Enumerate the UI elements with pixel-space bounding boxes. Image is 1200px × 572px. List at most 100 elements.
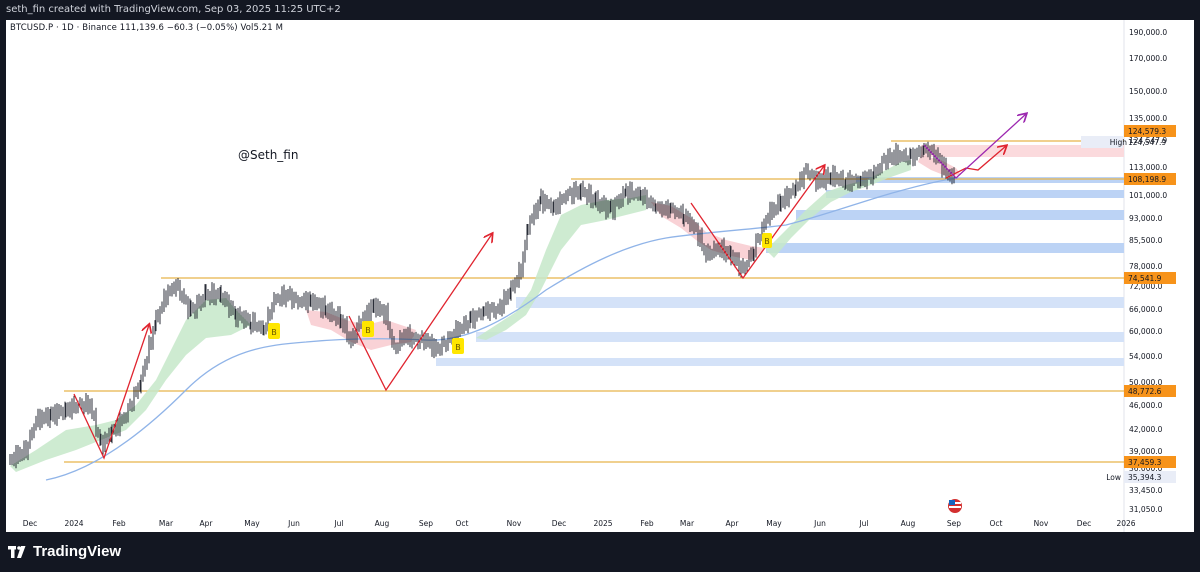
time-axis-label: Feb: [112, 519, 126, 528]
price-axis-label: 72,000.0: [1129, 282, 1163, 291]
time-axis-label: 2025: [593, 519, 612, 528]
attribution-bar: seth_fin created with TradingView.com, S…: [0, 0, 1200, 20]
price-axis-label: 39,000.0: [1129, 447, 1163, 456]
symbol-info[interactable]: BTCUSD.P · 1D · Binance 111,139.6 −60.3 …: [10, 23, 284, 33]
buy-signals: B B B B: [268, 233, 772, 354]
high-value: 124,547.9: [1128, 138, 1166, 147]
watermark-text: @Seth_fin: [238, 148, 298, 162]
time-axis-label: Nov: [507, 519, 522, 528]
time-axis[interactable]: Dec 2024 Feb Mar Apr May Jun Jul Aug Sep Oct Nov Dec…: [23, 519, 1136, 528]
price-axis-label: 101,000.0: [1129, 191, 1167, 200]
time-axis-label: Mar: [159, 519, 174, 528]
price-axis-label: 42,000.0: [1129, 425, 1163, 434]
price-tag: 124,579.3: [1124, 125, 1176, 137]
trend-arrow: [690, 166, 824, 280]
time-axis-label: Apr: [726, 519, 740, 528]
price-axis-label: 78,000.0: [1129, 262, 1163, 271]
time-axis-label: 2026: [1116, 519, 1135, 528]
price-axis-label: 135,000.0: [1129, 114, 1167, 123]
moving-average-line: [45, 177, 959, 481]
time-axis-label: Jul: [858, 519, 868, 528]
economic-event-icon[interactable]: [948, 499, 962, 513]
chart-frame[interactable]: B B B B @Seth_fin 190,000.0 170,000.0 150,…: [6, 20, 1194, 532]
price-axis-label: 46,000.0: [1129, 401, 1163, 410]
attribution-text: seth_fin created with TradingView.com, S…: [6, 4, 341, 15]
price-tag-label: 124,579.3: [1128, 127, 1166, 136]
price-axis-label: 36,000.0: [1129, 464, 1163, 473]
buy-signal: B: [268, 323, 280, 339]
price-axis-label: 54,000.0: [1129, 352, 1163, 361]
trend-arrow: [73, 325, 149, 460]
tradingview-logo[interactable]: TradingView: [8, 543, 121, 560]
price-tag: 48,772.6: [1124, 385, 1176, 397]
time-axis-label: Sep: [947, 519, 961, 528]
demand-zone: [516, 297, 1124, 308]
time-axis-label: Apr: [200, 519, 214, 528]
time-axis-label: Oct: [990, 519, 1003, 528]
tradingview-icon: [8, 545, 26, 558]
buy-signal-label: B: [271, 328, 277, 337]
price-bars: [9, 141, 955, 469]
trend-ribbon: [10, 155, 961, 472]
supply-zone: [921, 145, 1124, 157]
price-tag-label: 48,772.6: [1128, 387, 1162, 396]
chart-canvas[interactable]: B B B B @Seth_fin 190,000.0 170,000.0 150,…: [6, 20, 1194, 532]
demand-zone: [476, 332, 1124, 342]
buy-signal: B: [452, 338, 464, 354]
time-axis-label: Jun: [287, 519, 300, 528]
price-tag: 108,198.9: [1124, 173, 1176, 185]
projection-arrow: [923, 114, 1026, 179]
time-axis-label: Aug: [375, 519, 390, 528]
demand-zone: [766, 243, 1124, 253]
footer: TradingView: [0, 532, 1200, 572]
price-tag: 74,541.9: [1124, 272, 1176, 284]
time-axis-label: Dec: [23, 519, 38, 528]
high-label: High: [1110, 138, 1127, 147]
price-axis-label: 170,000.0: [1129, 54, 1167, 63]
buy-signal-label: B: [455, 343, 461, 352]
support-lines: [64, 140, 1124, 463]
low-label: Low: [1106, 473, 1121, 482]
price-axis-label: 33,450.0: [1129, 486, 1163, 495]
low-marker: 35,394.3 Low: [1106, 471, 1176, 483]
brand-name: TradingView: [33, 543, 122, 560]
buy-signal-label: B: [764, 237, 770, 246]
time-axis-label: May: [244, 519, 260, 528]
time-axis-label: Mar: [680, 519, 695, 528]
trend-arrow: [348, 234, 492, 392]
demand-zone: [826, 190, 1124, 198]
price-axis-label: 85,500.0: [1129, 236, 1163, 245]
time-axis-label: Feb: [640, 519, 654, 528]
buy-signal-label: B: [365, 326, 371, 335]
time-axis-label: Jun: [813, 519, 826, 528]
low-value: 35,394.3: [1128, 473, 1162, 482]
time-axis-label: Dec: [552, 519, 567, 528]
price-axis-label: 113,000.0: [1129, 163, 1167, 172]
time-axis-label: Nov: [1034, 519, 1049, 528]
price-axis-label: 93,000.0: [1129, 214, 1163, 223]
time-axis-label: Oct: [456, 519, 469, 528]
time-axis-label: Dec: [1077, 519, 1092, 528]
price-axis-label: 66,000.0: [1129, 305, 1163, 314]
buy-signal: B: [762, 233, 772, 248]
demand-zones: [436, 177, 1124, 366]
price-axis-label: 31,050.0: [1129, 505, 1163, 514]
price-axis-label: 60,000.0: [1129, 327, 1163, 336]
demand-zone: [436, 358, 1124, 366]
price-axis[interactable]: 190,000.0 170,000.0 150,000.0 135,000.0 124,…: [1129, 28, 1167, 514]
high-marker: 124,547.9 High: [1081, 136, 1166, 148]
time-axis-label: 2024: [64, 519, 83, 528]
time-axis-label: Aug: [901, 519, 916, 528]
price-axis-label: 124,547.9: [1129, 136, 1167, 145]
time-axis-label: Sep: [419, 519, 433, 528]
price-axis-label: 190,000.0: [1129, 28, 1167, 37]
price-tag-label: 108,198.9: [1128, 175, 1166, 184]
time-axis-label: Jul: [333, 519, 343, 528]
price-tag-label: 74,541.9: [1128, 274, 1162, 283]
trend-arrow: [945, 146, 1006, 179]
price-axis-label: 150,000.0: [1129, 87, 1167, 96]
demand-zone: [796, 210, 1124, 220]
demand-zone: [856, 177, 1124, 183]
time-axis-label: May: [766, 519, 782, 528]
buy-signal: B: [362, 321, 374, 337]
